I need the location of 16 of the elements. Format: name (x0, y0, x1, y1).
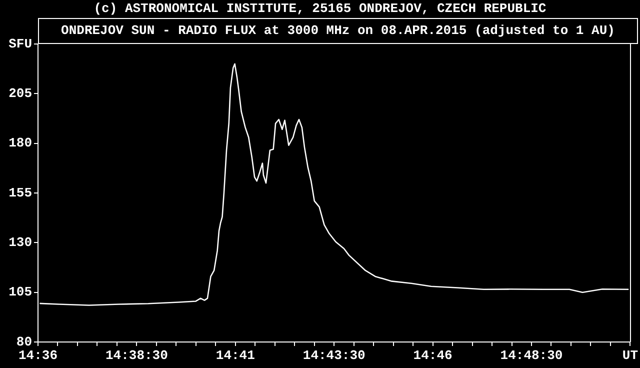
chart-subtitle: ONDREJOV SUN - RADIO FLUX at 3000 MHz on 08.APR.2015 (adjusted to 1 AU) (38, 18, 638, 44)
y-tick-label: 205 (8, 86, 32, 101)
x-tick-label: 14:43:30 (302, 348, 366, 364)
chart-title: (c) ASTRONOMICAL INSTITUTE, 25165 ONDREJOV, CZECH REPUBLIC (92, 1, 548, 17)
y-tick-label: 80 (16, 334, 32, 350)
x-tick-label: 14:46 (413, 348, 453, 364)
x-tick-label: 14:48:30 (500, 348, 563, 364)
x-tick-label: 14:41 (216, 348, 256, 364)
y-tick-label: 155 (8, 185, 32, 200)
y-tick-label: 180 (8, 136, 32, 151)
x-tick-label: 14:38:30 (105, 348, 168, 364)
x-tick-label: 14:36 (18, 348, 58, 364)
x-tick-label: UT (622, 348, 638, 364)
y-tick-label: SFU (8, 36, 32, 52)
y-tick-label: 105 (8, 284, 32, 300)
y-tick-label: 130 (8, 234, 32, 250)
